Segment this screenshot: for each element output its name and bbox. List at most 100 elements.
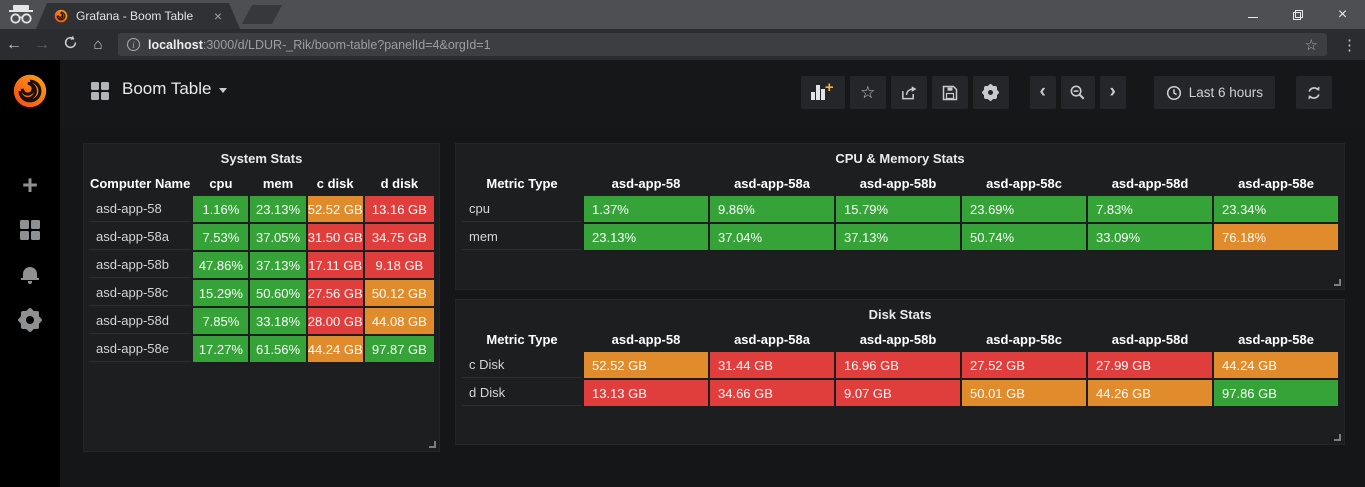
add-panel-button[interactable]: +	[800, 76, 845, 109]
new-tab-button[interactable]	[241, 5, 283, 24]
add-panel-icon: +	[810, 80, 835, 100]
incognito-icon	[9, 5, 33, 24]
metric-cell-green: 1.37%	[584, 196, 708, 222]
sidebar-item-configuration[interactable]	[0, 300, 60, 340]
browser-menu-icon[interactable]: ⋮	[1342, 36, 1358, 54]
dashboard-header: Boom Table + ☆	[60, 60, 1365, 127]
share-dashboard-button[interactable]	[890, 76, 927, 109]
metric-cell-green: 37.13%	[250, 252, 306, 278]
zoom-out-button[interactable]	[1060, 76, 1095, 109]
share-icon	[902, 85, 917, 99]
panel-title[interactable]: System Stats	[220, 151, 303, 166]
refresh-icon	[1308, 86, 1320, 99]
forward-icon[interactable]: →	[34, 35, 50, 53]
metric-cell-green: 47.86%	[193, 252, 249, 278]
panel-resize-handle[interactable]	[429, 441, 436, 448]
column-header: cpu	[209, 176, 233, 191]
window-restore-button[interactable]	[1275, 0, 1320, 29]
time-range-picker[interactable]: Last 6 hours	[1153, 76, 1275, 109]
metric-cell-green: 97.86 GB	[1214, 380, 1338, 406]
save-icon	[942, 85, 957, 100]
column-header: asd-app-58d	[1111, 176, 1189, 191]
sidebar-item-alerting[interactable]	[0, 255, 60, 295]
metric-cell-green: 50.60%	[250, 280, 306, 306]
time-back-button[interactable]: ‹	[1029, 76, 1056, 109]
home-icon[interactable]: ⌂	[93, 36, 103, 53]
tab-title: Grafana - Boom Table	[76, 9, 194, 23]
table-row: asd-app-58c 15.29% 50.60% 27.56 GB 50.12 GB	[89, 280, 434, 306]
metric-cell-red: 31.50 GB	[307, 224, 363, 250]
tab-close-icon[interactable]: ×	[213, 8, 222, 24]
table-header-row: Computer Name cpu mem c disk d disk	[89, 173, 434, 194]
column-header: asd-app-58c	[986, 176, 1062, 191]
column-header: Metric Type	[486, 332, 558, 347]
table-row: asd-app-58 1.16% 23.13% 52.52 GB 13.16 GB	[89, 196, 434, 222]
metric-cell-red: 31.44 GB	[710, 352, 834, 378]
panel-system-stats: System Stats Computer Name cpu mem c disk d …	[83, 143, 440, 452]
sidebar-item-dashboards[interactable]	[0, 210, 60, 250]
dashboard-title[interactable]: Boom Table	[122, 79, 228, 99]
metric-cell-green: 23.13%	[250, 196, 306, 222]
minimize-icon	[1247, 17, 1258, 18]
site-info-icon[interactable]: i	[127, 38, 140, 51]
metric-cell-green: 23.13%	[584, 224, 708, 250]
metric-cell-green: 33.09%	[1088, 224, 1212, 250]
column-header: asd-app-58e	[1238, 176, 1314, 191]
panel-cpu-memory-stats: CPU & Memory Stats Metric Type asd-app-58…	[455, 143, 1345, 290]
metric-cell-green: 23.34%	[1214, 196, 1338, 222]
url-bar[interactable]: i localhost:3000/d/LDUR-_Rik/boom-table?…	[118, 33, 1327, 56]
metric-cell-green: 15.79%	[836, 196, 960, 222]
star-dashboard-button[interactable]: ☆	[849, 76, 886, 109]
settings-gear-icon	[981, 83, 1000, 102]
column-header: Metric Type	[486, 176, 558, 191]
metric-cell-orange: 44.24 GB	[307, 336, 363, 362]
dashboard-breadcrumb-icon[interactable]	[91, 82, 109, 100]
metric-cell-red: 13.13 GB	[584, 380, 708, 406]
refresh-button[interactable]	[1296, 76, 1332, 109]
reload-icon[interactable]	[56, 35, 84, 55]
panel-resize-handle[interactable]	[1334, 434, 1341, 441]
chevron-right-icon: ›	[1109, 80, 1116, 102]
window-minimize-button[interactable]	[1230, 0, 1275, 29]
metric-cell-red: 27.52 GB	[962, 352, 1086, 378]
column-header: asd-app-58a	[734, 332, 810, 347]
table-row: c Disk 52.52 GB 31.44 GB 16.96 GB 27.52 GB 27…	[462, 352, 1338, 378]
gear-icon	[17, 307, 43, 333]
metric-cell-orange: 52.52 GB	[584, 352, 708, 378]
panel-resize-handle[interactable]	[1334, 279, 1341, 286]
row-label: asd-app-58c	[89, 280, 192, 306]
panel-title[interactable]: CPU & Memory Stats	[835, 151, 965, 166]
dashboard-title-label: Boom Table	[122, 79, 212, 98]
table-row: asd-app-58b 47.86% 37.13% 17.11 GB 9.18 GB	[89, 252, 434, 278]
metric-cell-red: 28.00 GB	[307, 308, 363, 334]
row-label: asd-app-58	[89, 196, 192, 222]
metric-cell-green: 37.04%	[710, 224, 834, 250]
browser-tab[interactable]: Grafana - Boom Table ×	[36, 3, 240, 29]
table-row: asd-app-58e 17.27% 61.56% 44.24 GB 97.87 GB	[89, 336, 434, 362]
metric-cell-green: 17.27%	[193, 336, 249, 362]
metric-cell-orange: 52.52 GB	[307, 196, 363, 222]
table-row: asd-app-58a 7.53% 37.05% 31.50 GB 34.75 GB	[89, 224, 434, 250]
panel-title[interactable]: Disk Stats	[868, 307, 932, 322]
metric-cell-green: 7.83%	[1088, 196, 1212, 222]
row-label: c Disk	[462, 352, 582, 378]
panel-disk-stats: Disk Stats Metric Type asd-app-58 asd-app-…	[455, 299, 1345, 445]
bookmark-star-icon[interactable]: ☆	[1304, 36, 1318, 54]
time-forward-button[interactable]: ›	[1099, 76, 1126, 109]
sidebar-item-create[interactable]: +	[0, 165, 60, 205]
table-header-row: Metric Type asd-app-58 asd-app-58a asd-app-…	[462, 173, 1338, 194]
row-label: asd-app-58b	[89, 252, 192, 278]
back-icon[interactable]: ←	[6, 35, 22, 53]
window-close-button[interactable]: ×	[1320, 0, 1365, 29]
metric-cell-green: 37.05%	[250, 224, 306, 250]
metric-cell-orange: 44.24 GB	[1214, 352, 1338, 378]
column-header: asd-app-58a	[734, 176, 810, 191]
save-dashboard-button[interactable]	[931, 76, 968, 109]
dashboard-settings-button[interactable]	[972, 76, 1009, 109]
metric-cell-green: 33.18%	[250, 308, 306, 334]
metric-cell-orange: 44.08 GB	[364, 308, 434, 334]
column-header: asd-app-58e	[1238, 332, 1314, 347]
grafana-logo[interactable]	[12, 73, 48, 109]
row-label: asd-app-58d	[89, 308, 192, 334]
column-header: asd-app-58b	[859, 176, 937, 191]
